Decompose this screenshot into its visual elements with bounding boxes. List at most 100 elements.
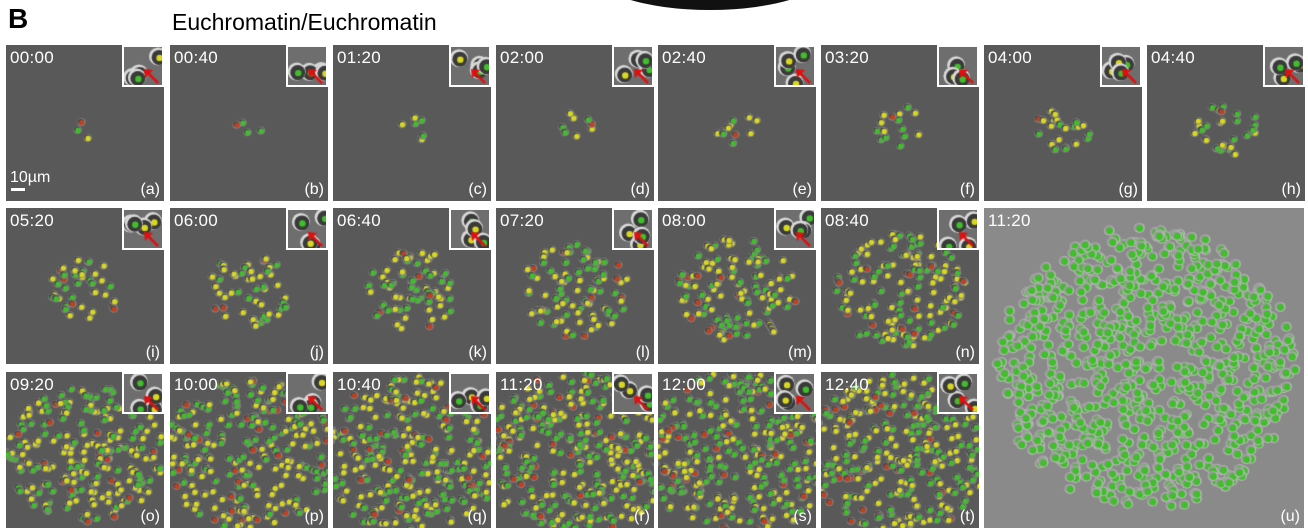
timestamp-label: 05:20 xyxy=(10,211,55,230)
zoom-inset xyxy=(449,45,491,87)
zoom-inset xyxy=(286,208,328,250)
zoom-inset xyxy=(449,372,491,414)
top-decoration xyxy=(590,0,830,10)
micrograph-panel-s: 12:00 (s) xyxy=(658,372,816,528)
micrograph-panel-u: 11:20 (u) xyxy=(984,208,1304,528)
panel-label: (u) xyxy=(1280,508,1300,525)
panel-label: (d) xyxy=(630,181,650,198)
micrograph-panel-q: 10:40 (q) xyxy=(333,372,491,528)
timestamp-label: 02:40 xyxy=(662,48,707,67)
inset-arrow-image xyxy=(614,374,652,412)
inset-arrow-image xyxy=(1102,47,1140,85)
inset-arrow-image xyxy=(614,47,652,85)
zoom-inset xyxy=(937,372,979,414)
inset-arrow-image xyxy=(451,374,489,412)
inset-arrow-image xyxy=(288,374,326,412)
timestamp-label: 08:40 xyxy=(825,211,870,230)
panel-label: (q) xyxy=(467,508,487,525)
zoom-inset xyxy=(286,372,328,414)
timestamp-label: 00:40 xyxy=(174,48,219,67)
zoom-inset xyxy=(1263,45,1305,87)
micrograph-panel-f: 03:20 (f) xyxy=(821,45,979,201)
panel-label: (t) xyxy=(959,508,975,525)
timestamp-label: 10:00 xyxy=(174,375,219,394)
micrograph-panel-c: 01:20 (c) xyxy=(333,45,491,201)
timestamp-label: 07:20 xyxy=(500,211,545,230)
inset-arrow-image xyxy=(124,210,162,248)
zoom-inset xyxy=(937,208,979,250)
timestamp-label: 06:40 xyxy=(337,211,382,230)
zoom-inset xyxy=(612,208,654,250)
timestamp-label: 03:20 xyxy=(825,48,870,67)
inset-arrow-image xyxy=(1265,47,1303,85)
micrograph-panel-o: 09:20 (o) xyxy=(6,372,164,528)
inset-arrow-image xyxy=(288,47,326,85)
timestamp-label: 04:00 xyxy=(988,48,1033,67)
inset-arrow-image xyxy=(939,374,977,412)
timestamp-label: 09:20 xyxy=(10,375,55,394)
micrograph-panel-g: 04:00 (g) xyxy=(984,45,1142,201)
zoom-inset xyxy=(122,208,164,250)
timestamp-label: 04:40 xyxy=(1151,48,1196,67)
panel-label: (c) xyxy=(468,181,487,198)
panel-label: (s) xyxy=(793,508,812,525)
zoom-inset xyxy=(612,372,654,414)
micrograph-panel-l: 07:20 (l) xyxy=(496,208,654,364)
timestamp-label: 08:00 xyxy=(662,211,707,230)
panel-label: (h) xyxy=(1281,181,1301,198)
micrograph-panel-a: 00:00 (a) 10µm xyxy=(6,45,164,201)
panel-label: (b) xyxy=(304,181,324,198)
timestamp-label: 00:00 xyxy=(10,48,55,67)
inset-arrow-image xyxy=(124,374,162,412)
timestamp-label: 01:20 xyxy=(337,48,382,67)
inset-arrow-image xyxy=(451,47,489,85)
zoom-inset xyxy=(612,45,654,87)
timestamp-label: 12:40 xyxy=(825,375,870,394)
timestamp-label: 10:40 xyxy=(337,375,382,394)
panel-label: (e) xyxy=(792,181,812,198)
zoom-inset xyxy=(122,45,164,87)
inset-arrow-image xyxy=(939,210,977,248)
timestamp-label: 11:20 xyxy=(988,211,1031,230)
scale-bar-label: 10µm xyxy=(10,169,51,186)
inset-arrow-image xyxy=(776,374,814,412)
inset-arrow-image xyxy=(451,210,489,248)
timestamp-label: 11:20 xyxy=(500,375,543,394)
panel-label: (j) xyxy=(309,344,324,361)
zoom-inset xyxy=(449,208,491,250)
panel-label: (i) xyxy=(145,344,160,361)
panel-label: (n) xyxy=(955,344,975,361)
zoom-inset xyxy=(1100,45,1142,87)
zoom-inset xyxy=(774,372,816,414)
timestamp-label: 02:00 xyxy=(500,48,545,67)
panel-label: (p) xyxy=(304,508,324,525)
figure-panel-letter: B xyxy=(8,3,29,34)
micrograph-panel-j: 06:00 (j) xyxy=(170,208,328,364)
inset-arrow-image xyxy=(776,210,814,248)
zoom-inset xyxy=(286,45,328,87)
micrograph-panel-e: 02:40 (e) xyxy=(658,45,816,201)
figure-title: Euchromatin/Euchromatin xyxy=(172,9,437,35)
panel-label: (o) xyxy=(140,508,160,525)
micrograph-panel-p: 10:00 (p) xyxy=(170,372,328,528)
timestamp-label: 06:00 xyxy=(174,211,219,230)
inset-arrow-image xyxy=(939,47,977,85)
micrograph-panel-i: 05:20 (i) xyxy=(6,208,164,364)
panel-label: (m) xyxy=(788,344,812,361)
panel-label: (a) xyxy=(140,181,160,198)
micrograph-panel-n: 08:40 (n) xyxy=(821,208,979,364)
micrograph-panel-b: 00:40 (b) xyxy=(170,45,328,201)
inset-arrow-image xyxy=(288,210,326,248)
panel-label: (f) xyxy=(959,181,975,198)
inset-arrow-image xyxy=(614,210,652,248)
scale-bar xyxy=(11,188,25,191)
panel-label: (r) xyxy=(634,508,650,525)
zoom-inset xyxy=(122,372,164,414)
timestamp-label: 12:00 xyxy=(662,375,707,394)
micrograph-panel-k: 06:40 (k) xyxy=(333,208,491,364)
micrograph-panel-t: 12:40 (t) xyxy=(821,372,979,528)
inset-arrow-image xyxy=(124,47,162,85)
micrograph-image xyxy=(984,208,1304,528)
inset-arrow-image xyxy=(776,47,814,85)
micrograph-panel-m: 08:00 (m) xyxy=(658,208,816,364)
